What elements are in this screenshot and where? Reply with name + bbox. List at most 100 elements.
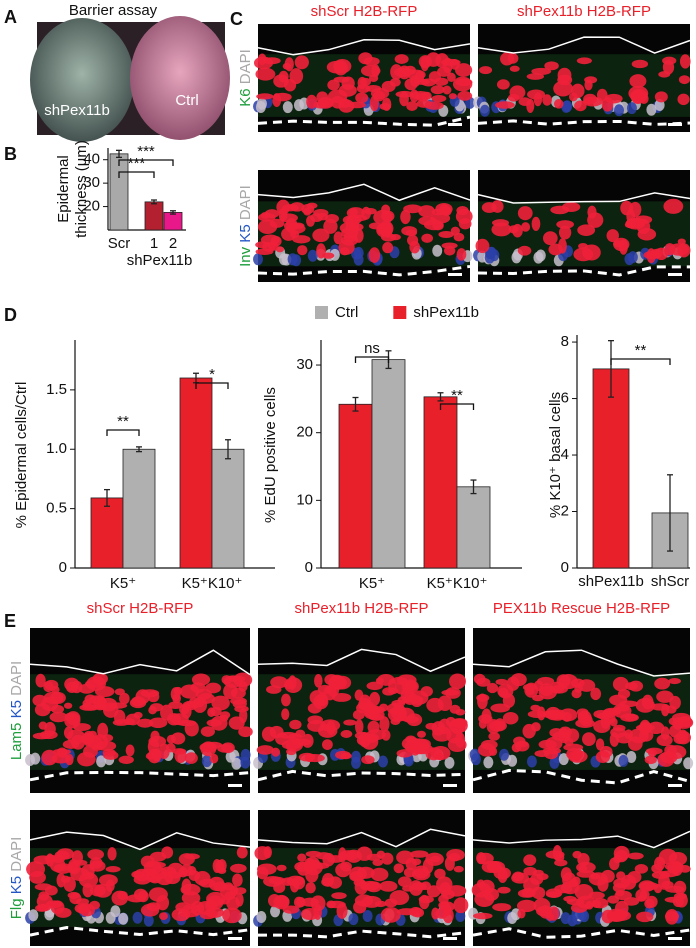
- nucleus: [411, 868, 431, 881]
- panel-label: E: [4, 611, 16, 631]
- stain-name: K6: [237, 88, 254, 106]
- nucleus: [256, 97, 267, 110]
- nucleus: [275, 246, 284, 253]
- nucleus: [225, 750, 236, 763]
- nucleus: [229, 885, 239, 896]
- nucleus: [393, 863, 404, 874]
- nucleus: [273, 74, 289, 88]
- nucleus: [679, 54, 691, 69]
- nucleus: [282, 62, 291, 70]
- nucleus: [662, 56, 677, 65]
- nucleus: [492, 903, 512, 912]
- nucleus: [647, 749, 657, 757]
- nucleus: [440, 58, 461, 66]
- nucleus: [495, 678, 508, 686]
- nucleus: [382, 242, 394, 254]
- nucleus: [256, 911, 267, 924]
- significance-bracket: [118, 171, 155, 178]
- x-tick-label: 1: [150, 235, 158, 252]
- scale-bar: [228, 937, 242, 940]
- significance-label: ns: [364, 340, 380, 357]
- nucleus: [431, 94, 447, 103]
- stain-name: Flg: [8, 898, 25, 919]
- nucleus: [494, 101, 515, 109]
- nucleus: [381, 80, 396, 93]
- nucleus: [176, 719, 197, 727]
- nucleus: [500, 52, 515, 66]
- nucleus: [118, 755, 134, 765]
- bar: [144, 201, 164, 231]
- nucleus: [645, 895, 658, 908]
- y-axis-label: thickness (µm): [73, 140, 90, 238]
- y-tick-label: 1.5: [46, 381, 67, 398]
- nucleus: [146, 861, 166, 869]
- nucleus: [30, 752, 41, 765]
- nucleus: [678, 75, 691, 85]
- nucleus: [404, 78, 418, 91]
- error-bar: [437, 392, 444, 402]
- nucleus: [182, 700, 198, 711]
- nucleus: [507, 754, 518, 767]
- nucleus: [432, 221, 444, 231]
- nucleus: [343, 719, 357, 726]
- nucleus: [371, 64, 380, 78]
- basement-line: [472, 768, 691, 785]
- nucleus: [355, 92, 369, 104]
- nucleus: [677, 238, 686, 245]
- nucleus: [628, 680, 644, 692]
- legend-swatch: [393, 306, 407, 319]
- nucleus: [473, 673, 486, 685]
- nucleus: [582, 732, 596, 746]
- panel-title: Barrier assay: [69, 2, 158, 19]
- nucleus: [549, 756, 560, 769]
- nucleus: [411, 907, 425, 918]
- nucleus: [556, 220, 575, 229]
- nucleus: [491, 222, 512, 237]
- stain-name: DAPI: [237, 49, 254, 84]
- y-tick-label: 20: [83, 198, 100, 215]
- error-bar: [608, 339, 614, 398]
- nucleus: [34, 883, 53, 891]
- nucleus: [553, 99, 564, 109]
- error-bar: [225, 439, 231, 460]
- y-tick-label: 0: [561, 559, 569, 576]
- nucleus: [307, 249, 318, 262]
- significance-label: **: [451, 387, 463, 404]
- nucleus: [351, 756, 362, 769]
- stain-name: K5: [8, 876, 25, 894]
- nucleus: [295, 729, 306, 738]
- nucleus: [256, 866, 269, 880]
- nucleus: [168, 701, 183, 710]
- nucleus: [410, 850, 429, 858]
- basement-line: [477, 119, 691, 126]
- nucleus: [273, 894, 290, 910]
- nucleus: [63, 702, 73, 709]
- significance-bracket: [195, 382, 229, 389]
- nucleus: [253, 56, 274, 70]
- stain-name: K5: [8, 700, 25, 718]
- nucleus: [184, 752, 198, 764]
- nucleus: [136, 718, 154, 728]
- column-header: shPex11b H2B-RFP: [295, 600, 429, 617]
- nucleus: [683, 757, 694, 770]
- surface-line: [477, 192, 691, 204]
- x-tick-label: Scr: [108, 235, 131, 252]
- nucleus: [614, 104, 625, 117]
- nucleus: [575, 718, 595, 728]
- nucleus: [515, 740, 530, 752]
- nucleus: [283, 221, 299, 231]
- nucleus: [629, 201, 642, 218]
- nucleus: [233, 672, 253, 688]
- nucleus: [49, 711, 68, 723]
- nucleus: [294, 55, 309, 70]
- nucleus: [256, 745, 274, 755]
- nucleus: [377, 755, 388, 768]
- nucleus: [63, 876, 76, 892]
- nucleus: [643, 250, 662, 260]
- nucleus: [450, 226, 460, 236]
- nucleus: [105, 911, 116, 924]
- nucleus: [107, 847, 117, 861]
- nucleus: [181, 878, 192, 895]
- nucleus: [563, 743, 584, 752]
- nucleus: [354, 731, 370, 740]
